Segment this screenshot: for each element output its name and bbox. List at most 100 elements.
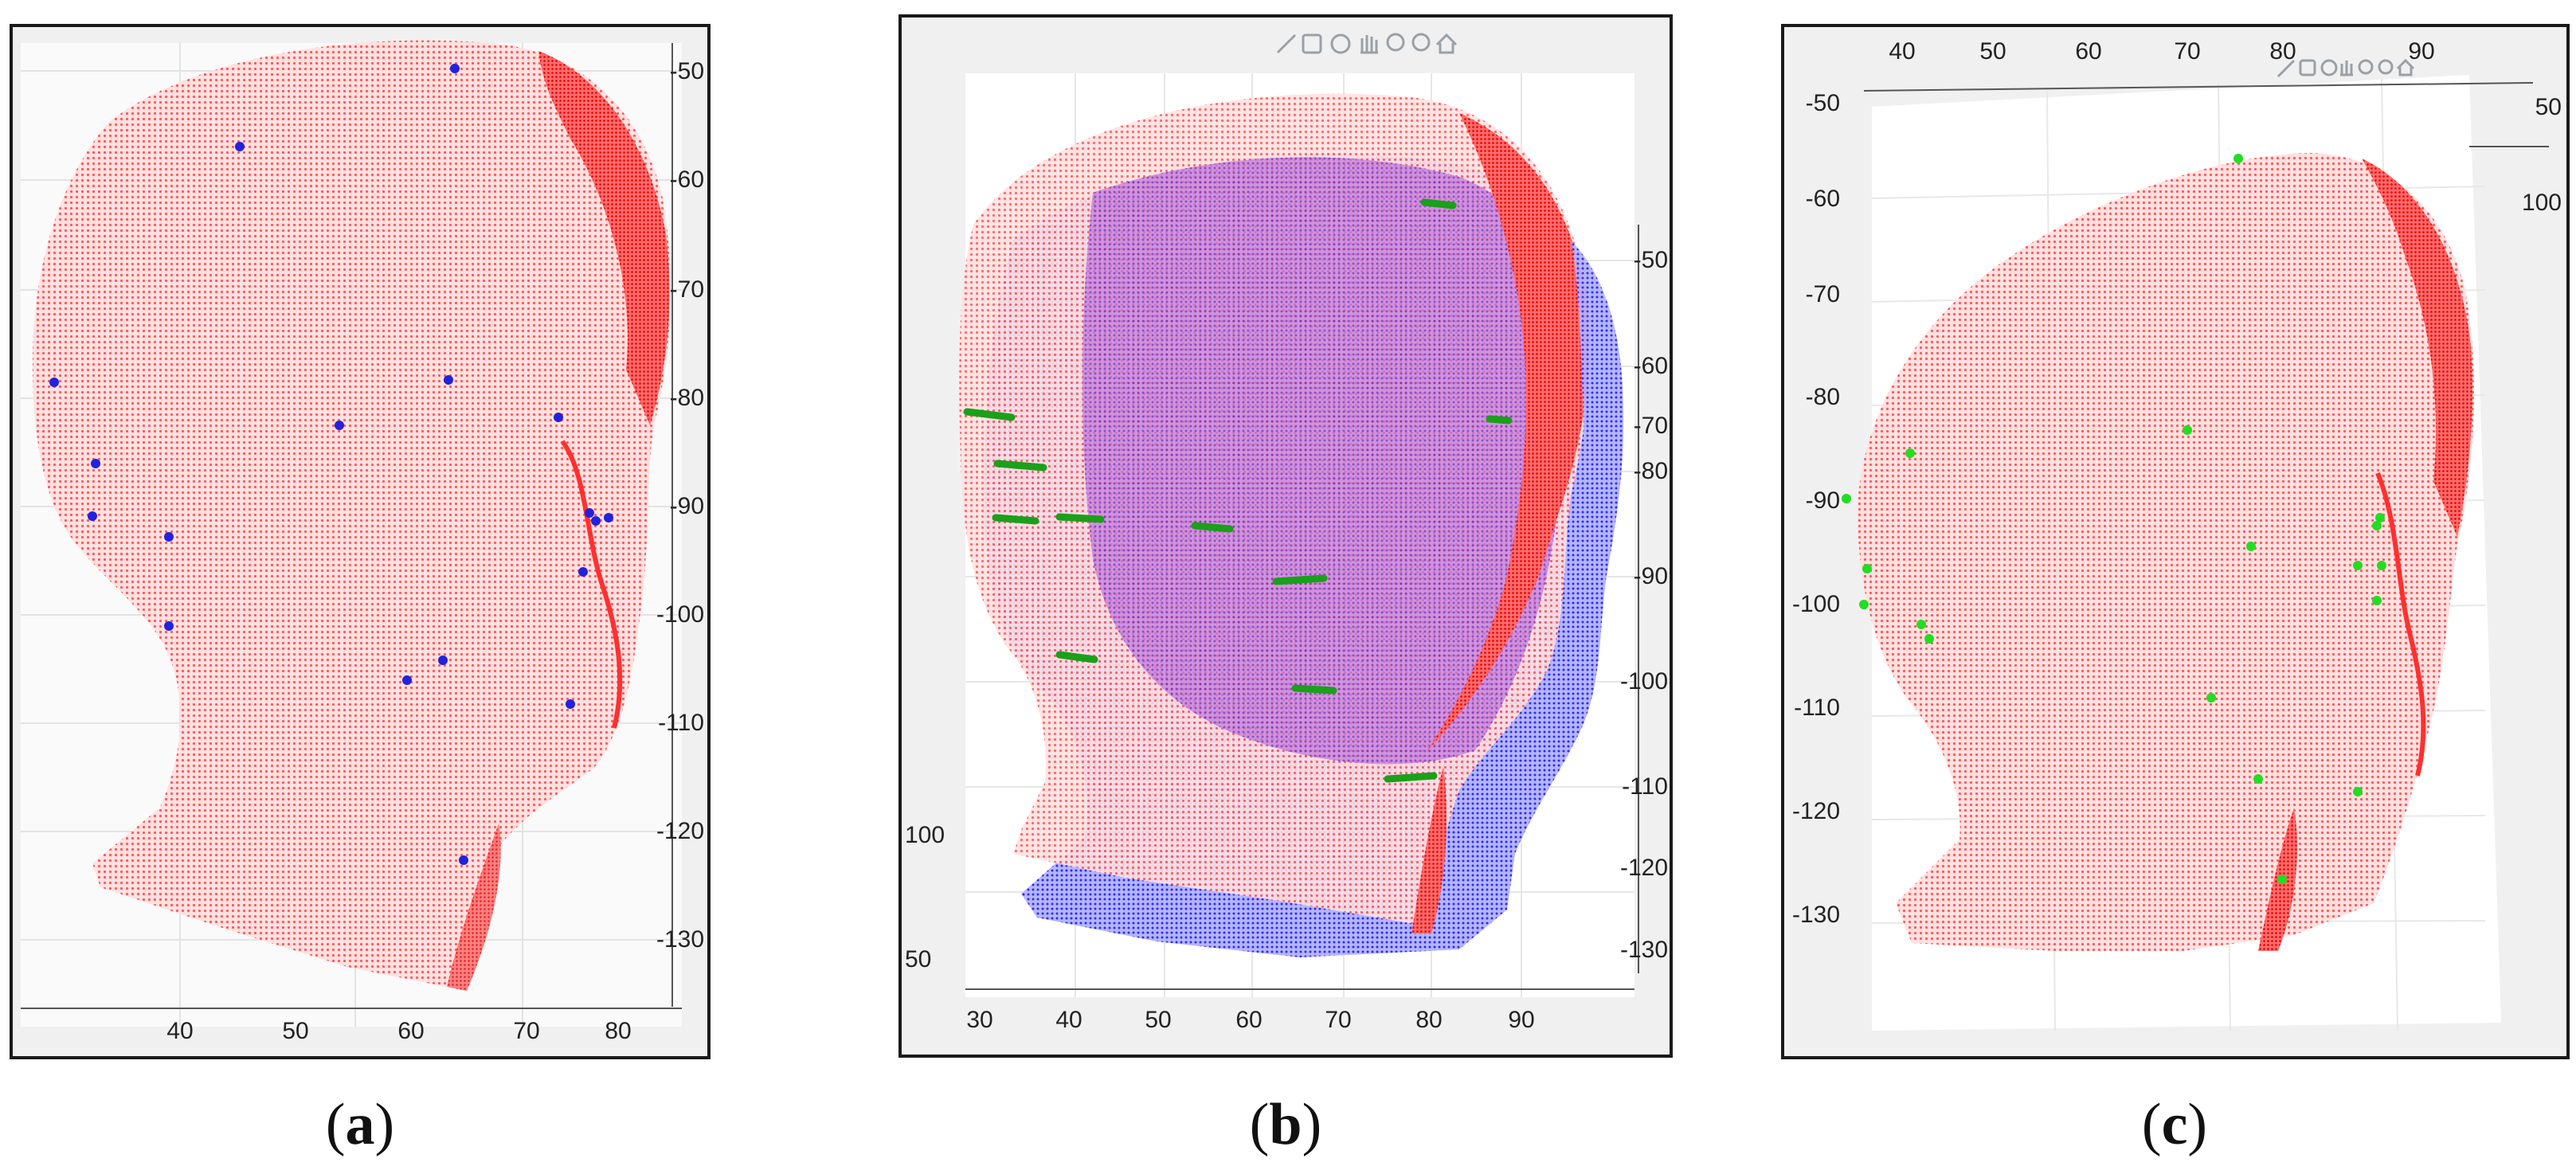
zoom-out-icon[interactable]	[2378, 59, 2394, 75]
landmark-point	[1905, 448, 1915, 458]
landmark-point	[2246, 542, 2256, 551]
landmark-pair	[1420, 198, 1457, 209]
panel-c-top-axis	[1863, 82, 2534, 92]
zoom-in-icon[interactable]	[1386, 33, 1405, 52]
landmark-point	[566, 699, 575, 709]
zoom-in-icon[interactable]	[2358, 59, 2374, 75]
y-tick-label: -50	[1634, 247, 1668, 273]
y-tick-label: -130	[1792, 902, 1840, 928]
x-tick-label: 70	[513, 1018, 539, 1044]
y-tick-label: -130	[1620, 937, 1668, 963]
panel-b-red-contour	[1427, 113, 1590, 750]
zoom-out-icon[interactable]	[1411, 33, 1431, 52]
panel-a-neck-contour	[447, 824, 501, 991]
landmark-point	[591, 516, 601, 526]
y-tick-label: -60	[1806, 186, 1840, 212]
landmark-point	[1842, 494, 1851, 503]
panel-c-head-pointcloud	[1857, 153, 2474, 951]
y-tick-label: -90	[670, 493, 704, 519]
top-tick-label: 60	[2075, 38, 2101, 65]
brush-icon[interactable]	[1276, 33, 1297, 54]
panel-a-ear-contour	[560, 440, 623, 729]
home-icon[interactable]	[1435, 33, 1458, 54]
pan-icon[interactable]	[2340, 61, 2353, 76]
landmark-point	[2206, 693, 2216, 702]
y-tick-label: -80	[1806, 384, 1840, 410]
landmark-pair	[963, 408, 1016, 421]
landmark-pair	[1055, 651, 1098, 663]
panel-b-x-ticks: 30 40 50 60 70 80 90	[966, 1007, 1534, 1033]
panel-a-head-pointcloud	[33, 40, 671, 988]
y-tick-label: -120	[1620, 855, 1668, 881]
top-tick-label: 90	[2408, 38, 2434, 65]
landmark-point	[2372, 596, 2382, 605]
panel-a-caption: (a)	[325, 1092, 395, 1157]
landmark-point	[402, 675, 412, 685]
landmark-point	[438, 655, 448, 665]
panel-b-overlap-region	[1082, 157, 1566, 765]
landmark-point	[88, 511, 97, 521]
x-tick-label: 40	[1055, 1007, 1082, 1033]
landmark-point	[554, 413, 563, 422]
panel-c-toolbar	[2277, 58, 2415, 78]
data-cursor-icon[interactable]	[1302, 33, 1322, 54]
rotate-3d-icon[interactable]	[2320, 59, 2338, 76]
right-tick-label: 50	[2535, 94, 2562, 120]
y-tick-label: -120	[1792, 798, 1840, 824]
y-tick-label: -110	[1794, 695, 1840, 721]
landmark-point	[164, 532, 174, 542]
y-tick-label: -50	[670, 58, 704, 84]
left-tick-label: 50	[905, 946, 931, 972]
panel-b-caption: (b)	[1249, 1092, 1322, 1157]
y-tick-label: -70	[1806, 281, 1840, 307]
x-tick-label: 50	[282, 1018, 308, 1044]
landmark-point	[2353, 787, 2363, 796]
panel-a-y-ticks: -50 -60 -70 -80 -90 -100 -110 -120 -130	[656, 58, 704, 953]
y-tick-label: -100	[656, 601, 704, 628]
y-tick-label: -110	[658, 710, 704, 736]
landmark-pair	[1291, 684, 1337, 695]
rotate-3d-icon[interactable]	[1330, 33, 1351, 54]
landmark-point	[459, 855, 468, 865]
y-tick-label: -80	[670, 385, 704, 411]
pan-icon[interactable]	[1360, 35, 1378, 54]
x-tick-label: 30	[966, 1007, 992, 1033]
y-tick-label: -80	[1634, 458, 1668, 484]
y-tick-label: -70	[1634, 413, 1668, 439]
landmark-point	[450, 64, 460, 73]
landmark-point	[2353, 561, 2363, 570]
brush-icon[interactable]	[2277, 59, 2296, 78]
data-cursor-icon[interactable]	[2299, 59, 2316, 76]
panel-a-x-ticks: 40 50 60 70 80	[166, 1018, 631, 1044]
landmark-point	[444, 375, 453, 385]
landmark-point	[1916, 620, 1926, 629]
panel-c-figure: 40 50 60 70 80 90 -50 -60 -70 -80 -90 -1…	[1781, 24, 2570, 1059]
landmark-pair	[993, 460, 1047, 472]
panel-b-blue-contour	[1491, 241, 1623, 862]
landmark-point	[604, 513, 613, 522]
top-tick-label: 70	[2174, 38, 2200, 65]
x-tick-label: 40	[166, 1018, 193, 1044]
panel-c-top-ticks: 40 50 60 70 80 90	[1889, 38, 2434, 65]
landmark-pair	[1055, 513, 1105, 523]
x-tick-label: 70	[1325, 1007, 1351, 1033]
top-tick-label: 50	[1979, 38, 2006, 65]
panel-a-landmarks	[49, 64, 613, 865]
landmark-pair	[1272, 574, 1328, 585]
x-tick-label: 80	[1415, 1007, 1442, 1033]
top-tick-label: 40	[1889, 38, 1915, 65]
right-tick-label: 100	[2522, 190, 2562, 216]
landmark-pair	[1191, 522, 1234, 533]
landmark-point	[49, 378, 59, 387]
panel-c-plot: 40 50 60 70 80 90 -50 -60 -70 -80 -90 -1…	[1792, 38, 2562, 1031]
panel-b-red-neck-contour	[1411, 766, 1447, 933]
y-tick-label: -100	[1792, 591, 1840, 617]
landmark-point	[91, 459, 100, 468]
y-tick-label: -70	[670, 276, 704, 303]
landmark-point	[2277, 875, 2287, 884]
panel-c-ear-contour	[2375, 472, 2426, 777]
y-tick-label: -130	[656, 926, 704, 953]
panel-b-landmarks	[963, 198, 1513, 783]
y-tick-label: -60	[1634, 353, 1668, 379]
home-icon[interactable]	[2396, 58, 2415, 76]
